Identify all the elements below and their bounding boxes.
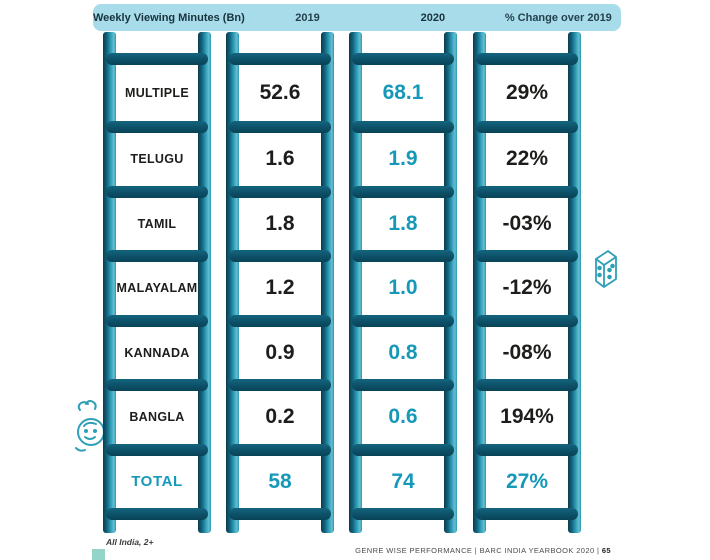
value-2020-cell: 1.9 — [364, 133, 442, 186]
ladder-rung — [476, 379, 578, 391]
value-2020-cell: 1.8 — [364, 197, 442, 250]
ladder-rung — [229, 250, 331, 262]
pct-change-cell-total: 27% — [488, 455, 566, 508]
header-title: Weekly Viewing Minutes (Bn) — [93, 11, 245, 24]
ladder-rung — [476, 121, 578, 133]
ladder-rail — [103, 32, 116, 533]
value-2019-cell: 1.2 — [241, 262, 319, 315]
ladder-rung — [476, 443, 578, 456]
footer-text: GENRE WISE PERFORMANCE | BARC INDIA YEAR… — [355, 546, 602, 555]
ladder-rung — [352, 314, 454, 327]
value-2019-cell: 0.2 — [241, 391, 319, 444]
ladder-rung — [106, 507, 208, 520]
ladder-rung — [476, 185, 578, 198]
genre-cell: MULTIPLE — [118, 65, 196, 121]
ladder-rung — [106, 121, 208, 133]
ladder-rung — [106, 379, 208, 391]
genre-cell: BANGLA — [118, 391, 196, 444]
table-header-bar: Weekly Viewing Minutes (Bn) 2019 2020 % … — [93, 4, 621, 31]
genre-cell: TAMIL — [118, 197, 196, 250]
ladder-rung — [352, 250, 454, 262]
ladder-rail — [473, 32, 486, 533]
value-2020-cell: 0.8 — [364, 326, 442, 379]
ladder-rung — [229, 379, 331, 391]
pct-change-cell: -08% — [488, 326, 566, 379]
ladder-column-genre: MULTIPLE TELUGU TAMIL MALAYALAM KANNADA … — [103, 32, 211, 533]
ladder-rung — [106, 314, 208, 327]
ladder-rung — [106, 53, 208, 65]
pct-change-cell: 22% — [488, 133, 566, 186]
header-col-2019: 2019 — [295, 11, 320, 24]
ladder-rung — [352, 379, 454, 391]
ladder-rung — [106, 443, 208, 456]
ladder-rung — [229, 507, 331, 520]
ladder-rung — [476, 314, 578, 327]
ladder-rung — [229, 314, 331, 327]
value-2020-cell: 0.6 — [364, 391, 442, 444]
ladder-rail — [226, 32, 239, 533]
ladder-rung — [476, 250, 578, 262]
pct-change-cell: -12% — [488, 262, 566, 315]
ladder-rung — [352, 185, 454, 198]
ladder-rail — [568, 32, 581, 533]
header-col-2020: 2020 — [420, 11, 446, 24]
footnote-all-india: All India, 2+ — [106, 537, 154, 547]
value-2019-cell: 1.8 — [241, 197, 319, 250]
ladder-rail — [444, 32, 457, 533]
ladder-rung — [352, 53, 454, 65]
genre-cell-total: TOTAL — [118, 455, 196, 508]
ladder-rung — [106, 250, 208, 262]
genre-cell: KANNADA — [118, 326, 196, 379]
ladder-rung — [352, 507, 454, 520]
value-2019-cell-total: 58 — [241, 455, 319, 508]
value-2019-cell: 0.9 — [241, 326, 319, 379]
pct-change-cell: -03% — [488, 197, 566, 250]
ladder-rung — [352, 121, 454, 133]
ladder-rung — [229, 53, 331, 65]
genre-cell: MALAYALAM — [117, 262, 197, 315]
ladder-rung — [229, 185, 331, 198]
genre-cell: TELUGU — [118, 133, 196, 186]
value-2019-cell: 1.6 — [241, 133, 319, 186]
ladder-column-2019: 52.6 1.6 1.8 1.2 0.9 0.2 58 — [226, 32, 334, 533]
dice-percent-doodle-icon — [592, 245, 620, 298]
value-2020-cell-total: 74 — [364, 455, 442, 508]
ladder-rung — [106, 185, 208, 198]
ladder-rail — [198, 32, 211, 533]
footer-page-number: 65 — [601, 546, 611, 555]
ladder-rung — [229, 121, 331, 133]
pct-change-cell: 29% — [488, 65, 566, 121]
ladder-column-change: 29% 22% -03% -12% -08% 194% 27% — [473, 32, 581, 533]
ladder-column-2020: 68.1 1.9 1.8 1.0 0.8 0.6 74 — [349, 32, 457, 533]
header-col-change: % Change over 2019 — [504, 11, 612, 24]
pct-change-cell: 194% — [488, 391, 566, 444]
ladder-rail — [321, 32, 334, 533]
value-2020-cell: 68.1 — [364, 65, 442, 121]
ladder-rung — [476, 53, 578, 65]
page-footer: GENRE WISE PERFORMANCE | BARC INDIA YEAR… — [355, 546, 611, 555]
ladder-rung — [229, 443, 331, 456]
ladder-rung — [352, 443, 454, 456]
ladder-rail — [349, 32, 362, 533]
value-2020-cell: 1.0 — [364, 262, 442, 315]
corner-accent-square — [92, 549, 105, 560]
value-2019-cell: 52.6 — [241, 65, 319, 121]
ladder-rung — [476, 507, 578, 520]
